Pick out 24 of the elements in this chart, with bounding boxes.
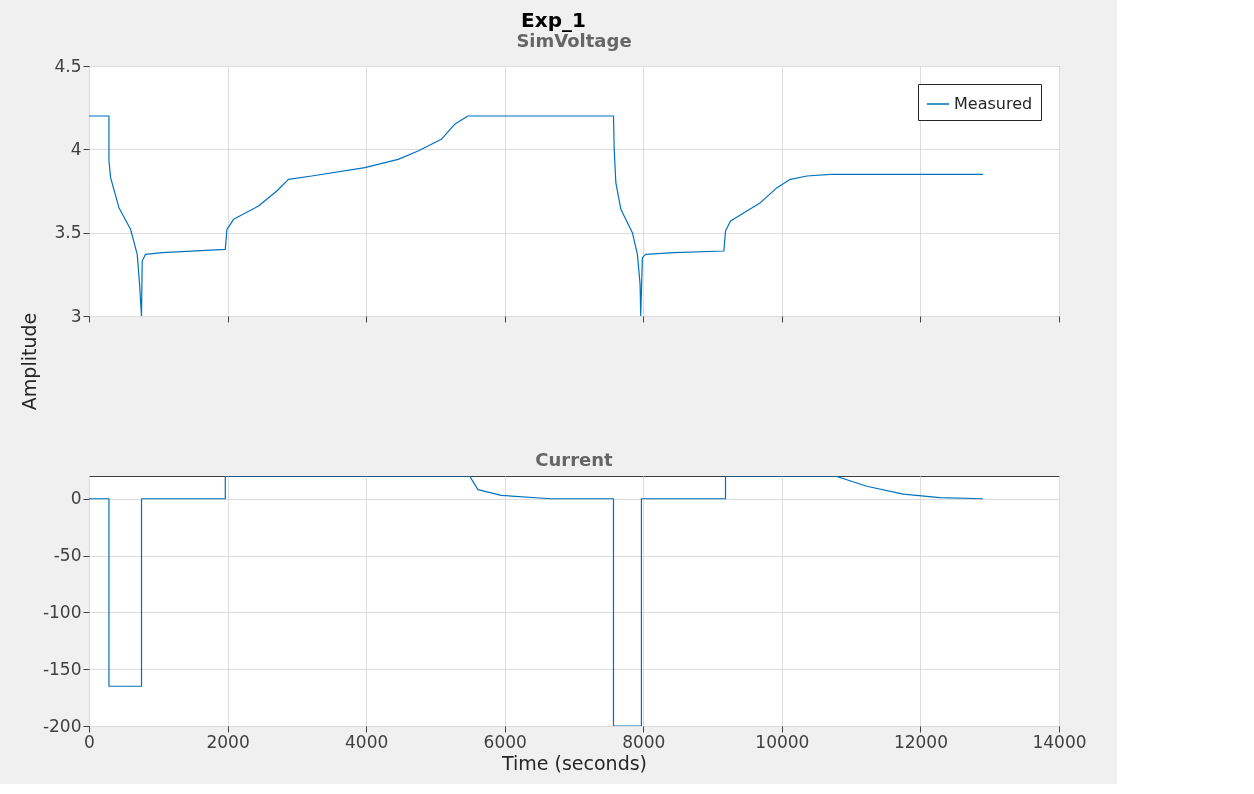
y-tick-label: 3	[70, 305, 82, 326]
y-tick-label: -200	[42, 715, 82, 736]
y-tick-label: 3.5	[54, 222, 82, 243]
y-tick-label: 0	[70, 488, 82, 509]
y-tick-label: -50	[53, 545, 82, 566]
x-tick-label: 12000	[893, 731, 948, 752]
x-tick-label: 8000	[622, 731, 666, 752]
x-tick-label: 10000	[755, 731, 810, 752]
chart-title: Current	[535, 449, 614, 470]
y-tick-label: -150	[42, 658, 82, 679]
y-axis-title: Amplitude	[18, 312, 41, 411]
y-tick-label: 4.5	[54, 55, 82, 76]
chart-title: Exp_1	[521, 7, 586, 32]
legend-label: Measured	[954, 94, 1033, 113]
x-tick-label: 0	[84, 731, 95, 752]
x-tick-label: 14000	[1032, 731, 1087, 752]
y-tick-label: 4	[70, 138, 82, 159]
x-tick-label: 6000	[483, 731, 527, 752]
line-series	[89, 115, 984, 316]
x-axis-title: Time (seconds)	[500, 751, 648, 774]
y-tick-label: -100	[42, 601, 82, 622]
line-series	[89, 476, 984, 726]
x-tick-label: 4000	[345, 731, 389, 752]
x-tick-label: 2000	[206, 731, 250, 752]
